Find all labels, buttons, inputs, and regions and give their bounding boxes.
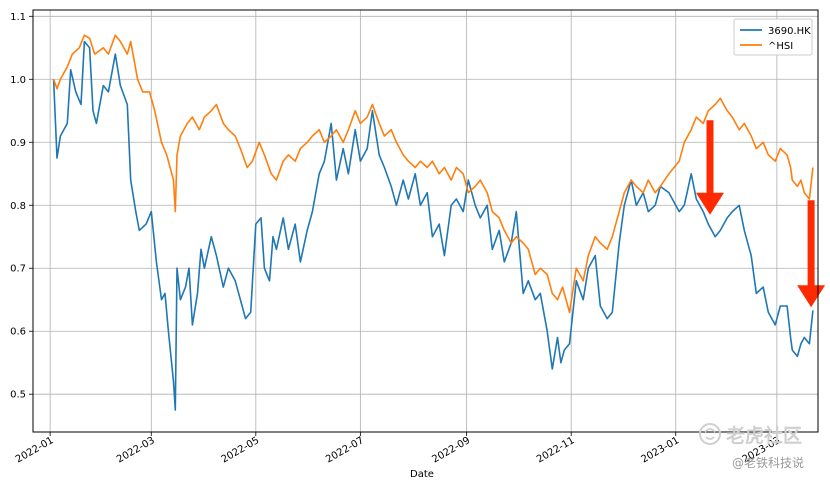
legend-label-hsi: ^HSI: [768, 41, 793, 52]
y-tick-label: 1.1: [10, 12, 26, 23]
red-down-arrow-1: [696, 120, 724, 215]
grid: [33, 10, 818, 432]
red-down-arrow-2: [797, 200, 826, 308]
x-tick-label: 2022-07: [324, 435, 366, 465]
annotation-layer: [696, 120, 826, 308]
y-tick-label: 1.0: [10, 75, 26, 86]
watermark-main: 老虎社区: [726, 424, 802, 447]
plot-frame: [32, 9, 819, 433]
series-line-3690hk: [52, 40, 814, 411]
x-axis: 2022-01 2022-03 2022-05 2022-07 2022-09 2022-…: [14, 432, 782, 465]
watermark: 老虎社区 @老铁科技说: [699, 423, 804, 470]
x-tick-label: 2022-11: [535, 435, 577, 465]
legend-label-3690hk: 3690.HK: [768, 26, 811, 37]
plot-background: [33, 10, 818, 432]
series-line-hsi: [52, 34, 814, 314]
x-tick-label: 2022-09: [430, 435, 472, 465]
y-tick-label: 0.5: [10, 390, 26, 401]
x-tick-label: 2022-01: [14, 435, 56, 465]
watermark-sub: @老铁科技说: [732, 455, 804, 470]
legend: 3690.HK ^HSI: [733, 18, 813, 56]
tiger-logo-icon: [699, 423, 721, 445]
y-tick-label: 0.7: [10, 264, 26, 275]
series-layer: [52, 34, 814, 411]
x-tick-label: 2023-01: [640, 435, 682, 465]
y-axis: 0.5 0.6 0.7 0.8 0.9 1.0 1.1: [10, 12, 33, 401]
x-tick-label: 2022-05: [220, 435, 262, 465]
y-tick-label: 0.8: [10, 201, 26, 212]
y-tick-label: 0.9: [10, 138, 26, 149]
legend-box: [733, 18, 813, 56]
x-tick-label: 2022-03: [115, 435, 157, 465]
y-tick-label: 0.6: [10, 327, 26, 338]
x-axis-title: Date: [410, 469, 434, 480]
